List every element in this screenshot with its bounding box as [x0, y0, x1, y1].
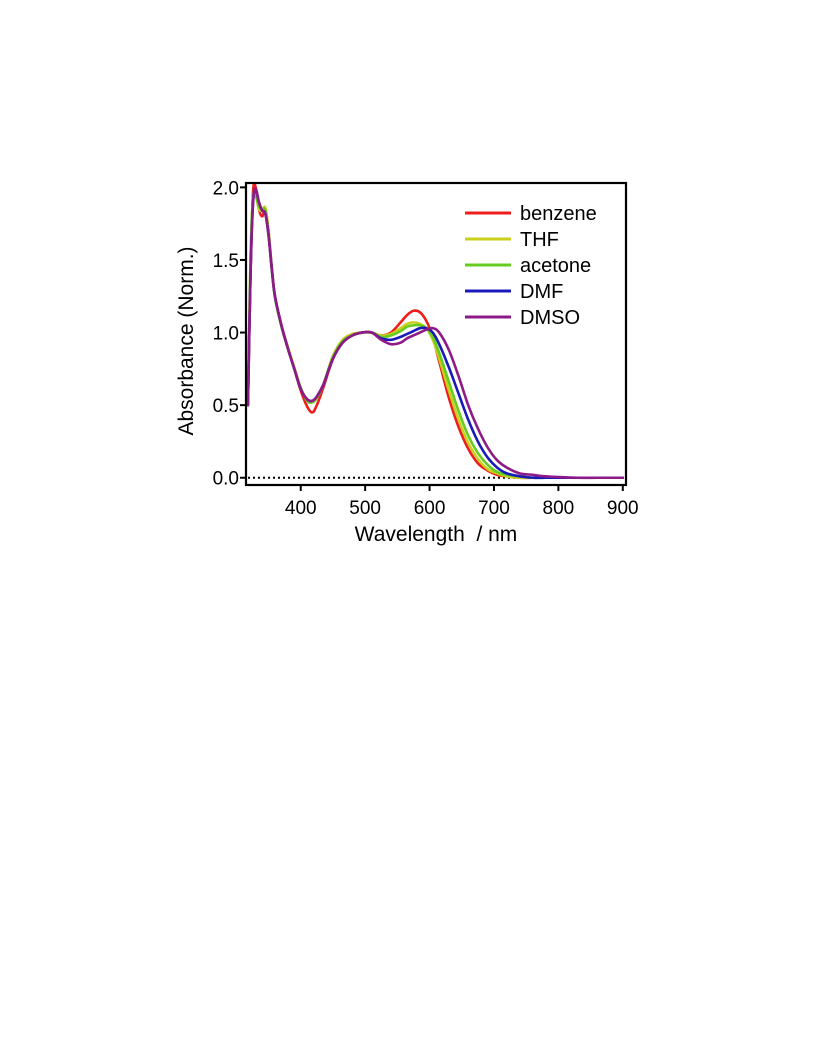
series-line-dmso [246, 187, 625, 480]
y-tick-label: 2.0 [213, 178, 239, 199]
series-layer [246, 183, 625, 480]
x-tick-label: 800 [543, 498, 575, 519]
plot-frame [244, 181, 628, 487]
x-axis-label: Wavelength / nm [355, 523, 518, 546]
x-tick-label: 500 [349, 498, 381, 519]
legend-label-dmf: DMF [520, 281, 563, 303]
legend-label-acetone: acetone [520, 255, 591, 277]
y-tick-label: 0.5 [213, 396, 239, 417]
legend-label-benzene: benzene [520, 203, 597, 225]
x-tick-label: 900 [607, 498, 639, 519]
y-axis-ticks: 0.0 0.5 1.0 1.5 2.0 [213, 178, 246, 490]
legend-label-thf: THF [520, 229, 559, 251]
x-tick-label: 700 [478, 498, 510, 519]
y-tick-label: 1.0 [213, 324, 239, 345]
y-axis-label: Absorbance (Norm.) [175, 246, 198, 435]
y-tick-label: 0.0 [213, 469, 239, 490]
x-axis-ticks: 400 500 600 700 800 900 [285, 485, 639, 519]
series-line-dmf [246, 188, 625, 480]
legend: benzene THF acetone DMF DMSO [465, 203, 597, 329]
x-tick-label: 400 [285, 498, 317, 519]
legend-label-dmso: DMSO [520, 307, 580, 329]
x-tick-label: 600 [414, 498, 446, 519]
y-tick-label: 1.5 [213, 251, 239, 272]
